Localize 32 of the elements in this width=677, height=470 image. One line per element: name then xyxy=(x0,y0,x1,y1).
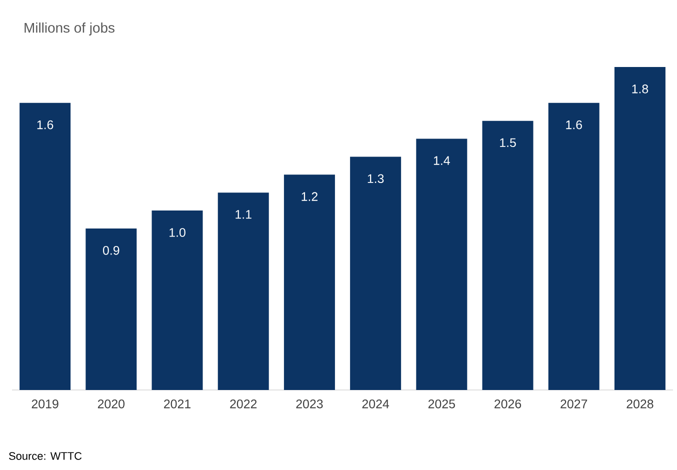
data-label: 1.8 xyxy=(632,84,648,94)
x-tick-label: 2019 xyxy=(32,400,58,408)
bar xyxy=(152,210,203,390)
x-tick-label: 2026 xyxy=(494,400,522,408)
bar xyxy=(86,228,137,390)
x-tick-label: 2024 xyxy=(362,400,390,408)
x-tick-label: 2027 xyxy=(560,400,588,408)
bar xyxy=(350,156,402,390)
x-tick-label: 2023 xyxy=(296,400,323,408)
x-tick-label: 2022 xyxy=(230,400,257,408)
bar xyxy=(548,102,600,390)
bar xyxy=(416,138,468,390)
bar xyxy=(482,120,534,390)
bar xyxy=(284,174,335,390)
bar xyxy=(614,66,666,390)
x-tick-label: 2025 xyxy=(428,400,455,408)
bar xyxy=(20,102,71,390)
data-label: 0.9 xyxy=(102,246,120,255)
chart-title: Millions of jobs xyxy=(24,22,114,36)
data-label: 1.6 xyxy=(566,120,582,130)
x-tick-label: 2020 xyxy=(98,400,125,408)
source-note: Source: WTTC xyxy=(9,452,82,460)
data-label: 1.2 xyxy=(302,192,318,201)
data-label: 1.5 xyxy=(500,138,516,148)
data-label: 1.3 xyxy=(368,174,384,184)
data-label: 1.6 xyxy=(37,120,54,130)
x-tick-label: 2028 xyxy=(626,400,654,408)
bar xyxy=(218,192,269,390)
data-label: 1.0 xyxy=(170,228,186,237)
data-label: 1.4 xyxy=(434,156,450,165)
data-label: 1.1 xyxy=(236,210,252,219)
x-tick-label: 2021 xyxy=(164,400,190,408)
